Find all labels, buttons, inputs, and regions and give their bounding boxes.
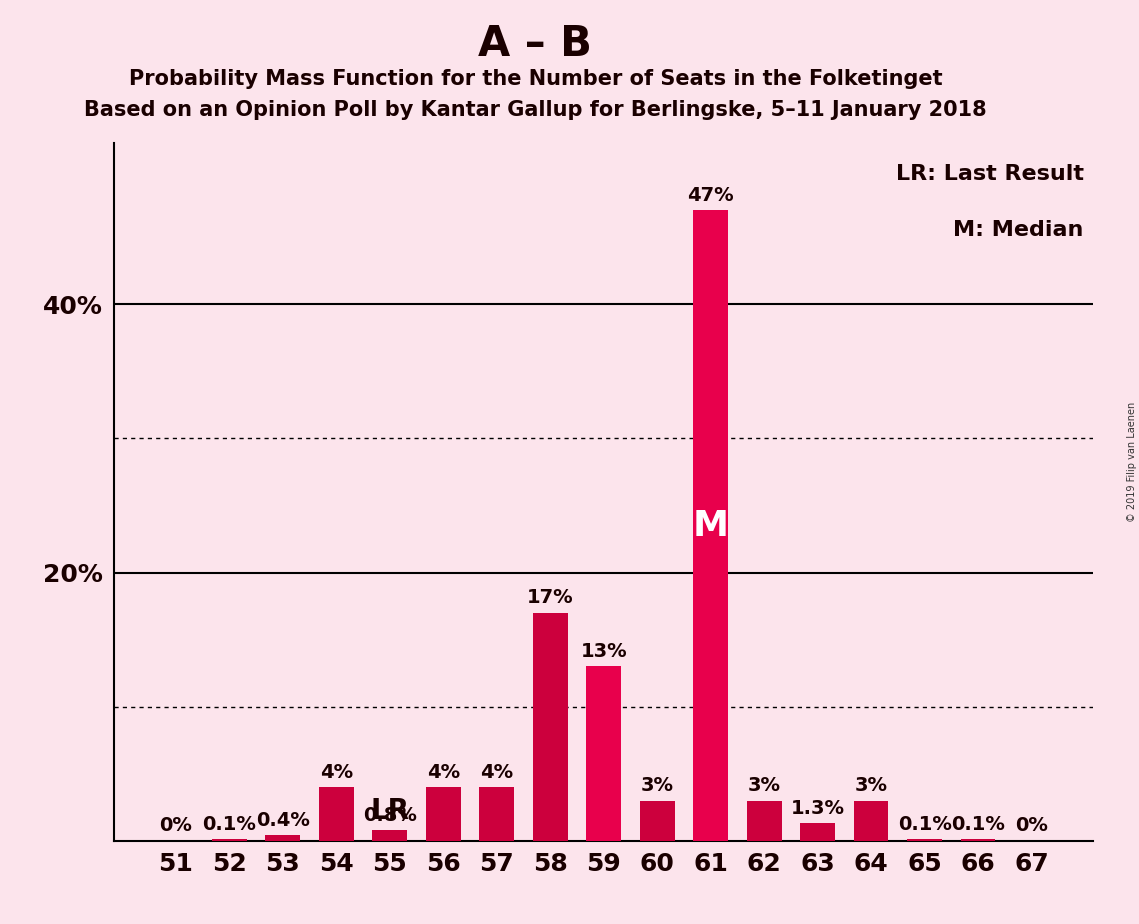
Bar — [960, 840, 995, 841]
Text: 0.1%: 0.1% — [951, 815, 1005, 834]
Bar — [587, 666, 621, 841]
Text: 0.4%: 0.4% — [256, 811, 310, 830]
Text: 0.8%: 0.8% — [363, 806, 417, 825]
Bar — [426, 787, 460, 841]
Text: 3%: 3% — [640, 776, 673, 796]
Text: 3%: 3% — [747, 776, 780, 796]
Bar — [533, 613, 567, 841]
Text: M: Median: M: Median — [953, 220, 1083, 240]
Bar — [372, 830, 407, 841]
Text: 0.1%: 0.1% — [203, 815, 256, 834]
Text: A – B: A – B — [478, 23, 592, 65]
Text: 0.1%: 0.1% — [898, 815, 951, 834]
Text: 4%: 4% — [481, 763, 514, 782]
Bar — [265, 835, 301, 841]
Bar — [480, 787, 514, 841]
Bar — [640, 800, 674, 841]
Text: 0%: 0% — [159, 817, 192, 835]
Bar — [212, 840, 247, 841]
Bar — [801, 823, 835, 841]
Text: LR: Last Result: LR: Last Result — [895, 164, 1083, 184]
Text: LR: LR — [370, 796, 409, 825]
Text: 17%: 17% — [527, 589, 574, 607]
Text: 1.3%: 1.3% — [790, 799, 845, 818]
Text: 4%: 4% — [427, 763, 460, 782]
Bar — [694, 211, 728, 841]
Text: 47%: 47% — [687, 186, 734, 205]
Text: M: M — [693, 508, 729, 542]
Bar — [747, 800, 781, 841]
Text: 4%: 4% — [320, 763, 353, 782]
Text: © 2019 Filip van Laenen: © 2019 Filip van Laenen — [1126, 402, 1137, 522]
Bar — [319, 787, 353, 841]
Text: 13%: 13% — [581, 642, 626, 661]
Bar — [907, 840, 942, 841]
Text: 3%: 3% — [854, 776, 887, 796]
Text: Based on an Opinion Poll by Kantar Gallup for Berlingske, 5–11 January 2018: Based on an Opinion Poll by Kantar Gallu… — [84, 100, 986, 120]
Text: Probability Mass Function for the Number of Seats in the Folketinget: Probability Mass Function for the Number… — [129, 69, 942, 90]
Bar — [854, 800, 888, 841]
Text: 0%: 0% — [1015, 817, 1048, 835]
